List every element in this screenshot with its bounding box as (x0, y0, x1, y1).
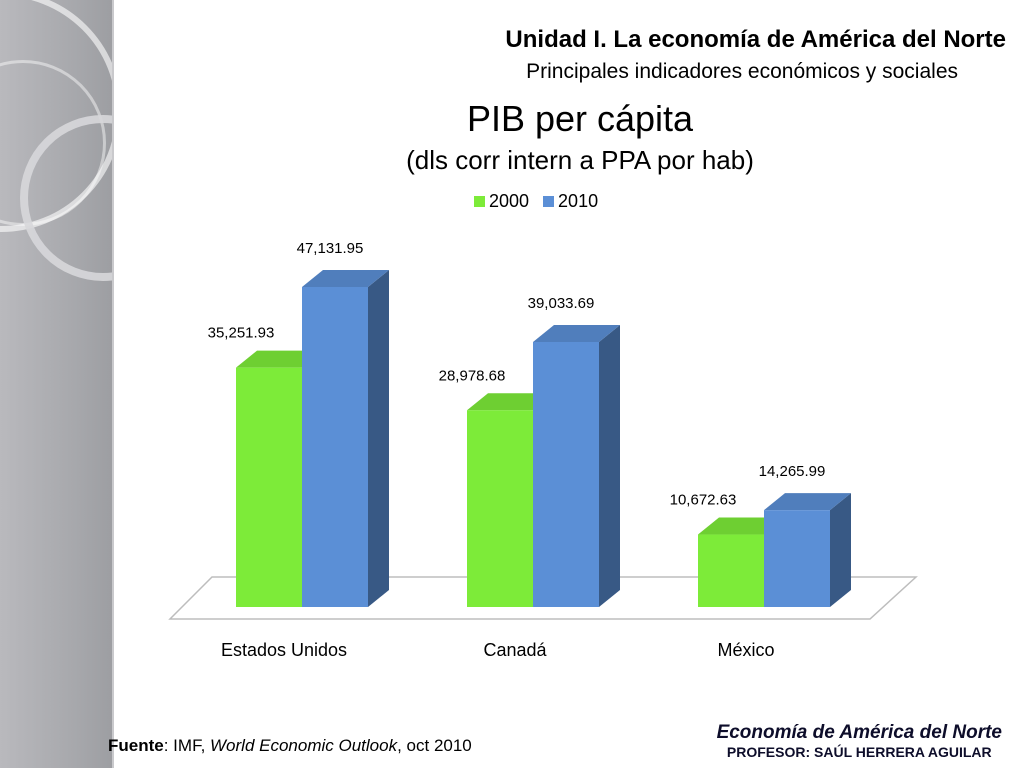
source-note: Fuente: IMF, World Economic Outlook, oct… (108, 736, 472, 756)
bar-top (302, 270, 389, 287)
category-label: Estados Unidos (221, 640, 347, 660)
bar-2000-0 (236, 367, 302, 607)
legend-item-2010: 2010 (543, 191, 598, 212)
bar-side (368, 270, 389, 607)
chart-title: PIB per cápita (466, 98, 694, 139)
bar-2010-0 (302, 287, 368, 607)
unit-subtitle: Principales indicadores económicos y soc… (526, 60, 958, 83)
decorative-sidebar (0, 0, 112, 768)
legend-item-2000: 2000 (474, 191, 529, 212)
category-label: Canadá (483, 640, 547, 660)
bar-top (236, 350, 323, 368)
legend-label: 2010 (558, 190, 599, 211)
unit-title: Unidad I. La economía de América del Nor… (505, 26, 1006, 53)
sidebar-divider (112, 0, 114, 768)
bar-2000-2 (698, 534, 764, 607)
data-label: 14,265.99 (759, 463, 826, 480)
source-date: , oct 2010 (397, 736, 472, 755)
bar-top (533, 324, 620, 342)
data-label: 28,978.68 (439, 367, 506, 384)
bar-top (467, 393, 554, 411)
data-label: 47,131.95 (297, 240, 364, 257)
category-label: México (717, 640, 774, 660)
bar-top (698, 517, 785, 535)
legend-swatch (543, 195, 555, 207)
bar-2010-1 (533, 341, 599, 607)
bar-2000-1 (467, 410, 533, 607)
footer-course: Economía de América del Norte (716, 722, 1002, 743)
bar-top (764, 493, 851, 511)
footer: Economía de América del Norte PROFESOR: … (717, 722, 1002, 760)
legend-swatch (474, 195, 485, 207)
chart-subtitle: (dls corr intern a PPA por hab) (406, 145, 754, 175)
source-publication: World Economic Outlook (210, 736, 398, 755)
legend-label: 2000 (489, 190, 530, 211)
bar-side (599, 324, 620, 607)
chart-legend: 2000 2010 (474, 190, 598, 212)
bar-2010-2 (764, 510, 830, 607)
source-text: : IMF, (163, 736, 211, 755)
footer-professor: PROFESOR: SAÚL HERRERA AGUILAR (726, 744, 992, 760)
data-label: 35,251.93 (208, 325, 275, 342)
bar-side (830, 493, 851, 607)
data-label: 39,033.69 (528, 295, 595, 312)
source-label: Fuente (108, 736, 164, 755)
data-label: 10,672.63 (670, 492, 737, 509)
